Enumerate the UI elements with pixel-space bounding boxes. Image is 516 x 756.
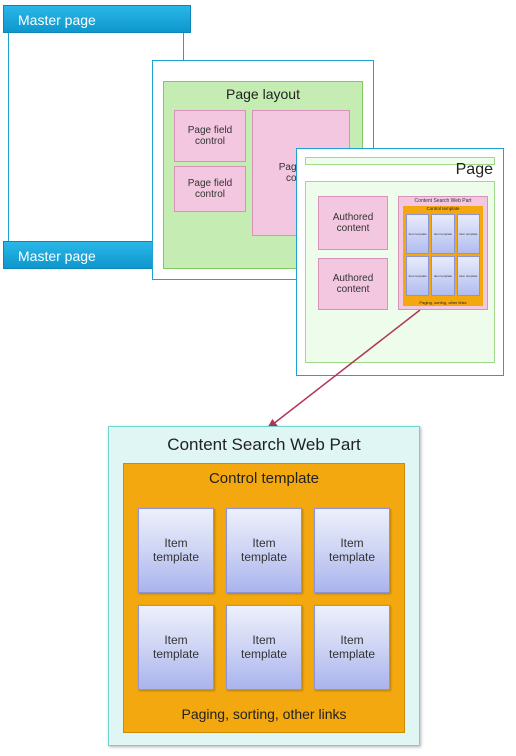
- mini-item-template: Item template: [431, 256, 454, 296]
- page-field-control: Page field control: [174, 110, 246, 162]
- mini-cswp-title: Content Search Web Part: [399, 197, 487, 204]
- mini-item-template: Item template: [457, 214, 480, 254]
- item-template: Item template: [314, 605, 390, 690]
- authored-content: Authored content: [318, 196, 388, 250]
- control-template: Control template Item templateItem templ…: [123, 463, 405, 733]
- authored-content: Authored content: [318, 258, 388, 310]
- item-template: Item template: [226, 605, 302, 690]
- item-template: Item template: [138, 508, 214, 593]
- item-template: Item template: [314, 508, 390, 593]
- control-template-footer: Paging, sorting, other links: [124, 706, 404, 722]
- mini-item-template: Item template: [406, 256, 429, 296]
- item-template: Item template: [226, 508, 302, 593]
- mini-item-template: Item template: [406, 214, 429, 254]
- content-search-web-part: Content Search Web Part Control template…: [108, 426, 420, 746]
- cswp-title: Content Search Web Part: [109, 427, 419, 461]
- page-body: Content Search Web Part Control template…: [305, 181, 495, 363]
- mini-cswp: Content Search Web Part Control template…: [398, 196, 488, 310]
- page-block: Page Content Search Web Part Control tem…: [296, 148, 504, 376]
- mini-item-template: Item template: [431, 214, 454, 254]
- page-title: Page: [297, 161, 493, 179]
- mini-item-template: Item template: [457, 256, 480, 296]
- master-page-top-bar: Master page: [3, 5, 191, 33]
- mini-control-label: Control template: [403, 206, 483, 211]
- page-field-control: Page field control: [174, 166, 246, 212]
- item-template: Item template: [138, 605, 214, 690]
- item-template-grid: Item templateItem templateItem templateI…: [138, 508, 390, 690]
- mini-footer: Paging, sorting, other links: [403, 300, 483, 305]
- page-layout-title: Page layout: [164, 86, 362, 102]
- mini-control-template: Control template Item templateItem templ…: [403, 206, 483, 306]
- control-template-title: Control template: [124, 464, 404, 495]
